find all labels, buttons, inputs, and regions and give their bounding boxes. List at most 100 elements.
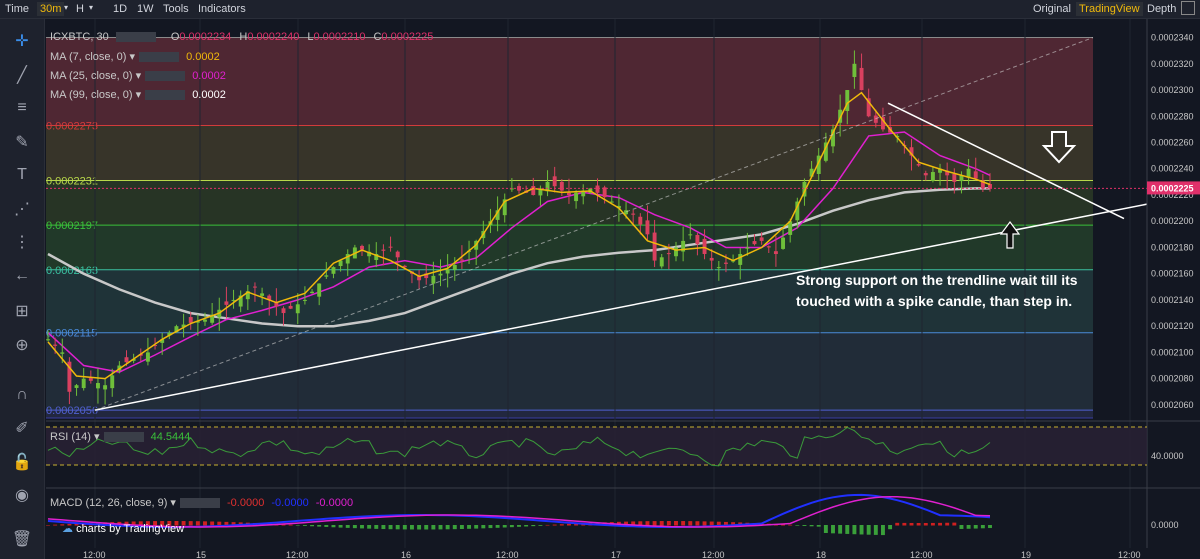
macd-histogram-bar — [374, 525, 379, 529]
tradingview-watermark[interactable]: ☁ charts by TradingView — [62, 522, 184, 535]
macd-histogram-bar — [980, 525, 985, 529]
candle-body — [952, 173, 957, 182]
macd-buttons[interactable] — [179, 498, 220, 509]
horizontal-lines-icon[interactable]: ≡ — [17, 99, 27, 116]
macd-histogram-bar — [838, 525, 843, 534]
rsi-label: RSI (14) — [50, 431, 91, 443]
candle-body — [659, 257, 664, 267]
candle-body — [688, 234, 693, 236]
zoom-icon[interactable]: ⊕ — [15, 337, 29, 354]
candle-body — [110, 375, 115, 389]
candle-body — [388, 246, 393, 248]
macd-histogram-bar — [973, 525, 978, 529]
ma7-buttons[interactable] — [139, 52, 179, 63]
candle-body — [274, 301, 279, 307]
fib-icon[interactable]: ⋮ — [14, 234, 30, 251]
macd-histogram-bar — [474, 525, 479, 529]
candle-body — [945, 170, 950, 176]
candle-body — [545, 181, 550, 192]
macd-histogram-bar — [788, 524, 793, 526]
interval-1w-button[interactable]: 1W — [137, 3, 154, 15]
macd-histogram-bar — [959, 525, 964, 529]
macd-histogram-bar — [481, 525, 486, 529]
macd-histogram-bar — [624, 521, 629, 526]
measure-icon[interactable]: ⊞ — [15, 303, 29, 320]
magnet-icon[interactable]: ∩ — [16, 386, 28, 403]
candle-body — [345, 254, 350, 264]
pattern-icon[interactable]: ⋰ — [14, 201, 30, 218]
support-trendline — [94, 203, 1148, 411]
legend-buttons[interactable] — [115, 32, 156, 43]
candle-body — [281, 308, 286, 314]
trendline-icon[interactable]: ╱ — [17, 67, 27, 84]
candle-body — [738, 254, 743, 265]
ma25-buttons[interactable] — [145, 71, 186, 82]
candle-body — [452, 264, 457, 270]
candle-body — [602, 187, 607, 198]
macd-histogram-bar — [566, 523, 571, 526]
ma7-line — [47, 91, 991, 380]
macd-histogram-bar — [681, 521, 686, 526]
candle-body — [852, 63, 857, 77]
tools-menu[interactable]: Tools — [163, 3, 189, 15]
dashed-trend-channel — [94, 37, 1094, 411]
candle-body — [203, 319, 207, 322]
candle-body — [531, 186, 536, 195]
lock-drawing-icon[interactable]: ✐ — [15, 420, 29, 437]
candle-body — [966, 168, 971, 178]
tradingview-view-tab[interactable]: TradingView — [1076, 2, 1143, 16]
fullscreen-icon[interactable] — [1181, 1, 1195, 15]
macd-histogram-bar — [524, 525, 529, 527]
ma25-legend: MA (25, close, 0) ▾ 0.0002 — [50, 70, 226, 82]
rsi-band — [46, 427, 1147, 465]
time-tick-label: 17 — [611, 550, 621, 559]
macd-histogram-bar — [74, 523, 79, 526]
candle-body — [802, 181, 807, 197]
interval-hour-dropdown[interactable]: H — [76, 3, 84, 15]
candle-body — [402, 265, 407, 268]
candle-body — [831, 129, 835, 147]
candle-body — [438, 273, 443, 276]
interval-30m-dropdown[interactable]: 30m — [37, 2, 65, 16]
candle-body — [360, 245, 364, 250]
brush-icon[interactable]: ✎ — [15, 134, 29, 151]
indicators-menu[interactable]: Indicators — [198, 3, 246, 15]
macd-histogram-bar — [60, 524, 65, 526]
rsi-buttons[interactable] — [103, 432, 144, 443]
eye-icon[interactable]: ◉ — [15, 487, 29, 504]
macd-histogram-bar — [945, 522, 950, 526]
ma99-value: 0.0002 — [192, 89, 226, 101]
time-tick-label: 12:00 — [286, 550, 309, 559]
trash-icon[interactable]: 🗑 — [11, 531, 33, 548]
macd-histogram-bar — [188, 521, 193, 526]
macd-histogram-bar — [795, 525, 800, 526]
macd-histogram-bar — [873, 525, 878, 535]
original-view-tab[interactable]: Original — [1033, 3, 1071, 15]
candle-body — [866, 98, 871, 117]
candle-body — [167, 332, 172, 336]
crosshair-icon[interactable]: ✛ — [15, 33, 29, 50]
candle-body — [288, 305, 293, 309]
macd-histogram-bar — [402, 525, 407, 530]
macd-histogram-bar — [823, 525, 828, 534]
unlock-icon[interactable]: 🔓 — [12, 454, 32, 471]
candle-body — [509, 188, 514, 190]
macd-histogram-value: -0.0000 — [227, 497, 265, 509]
candle-body — [174, 326, 179, 333]
candle-body — [652, 232, 657, 261]
dropdown-caret-icon: ▾ — [89, 3, 94, 12]
text-icon[interactable]: T — [17, 166, 27, 183]
time-tick-label: 12:00 — [702, 550, 725, 559]
candle-body — [595, 185, 600, 193]
interval-1d-button[interactable]: 1D — [113, 3, 128, 15]
candle-body — [67, 361, 72, 392]
ma99-buttons[interactable] — [145, 90, 186, 101]
candle-body — [317, 283, 322, 297]
back-arrow-icon[interactable]: ← — [14, 267, 30, 284]
depth-view-tab[interactable]: Depth — [1147, 3, 1177, 15]
price-tick-label: 0.0002200 — [1151, 216, 1194, 226]
candle-body — [930, 172, 935, 181]
macd-histogram-bar — [952, 522, 957, 526]
macd-histogram-bar — [645, 521, 650, 526]
